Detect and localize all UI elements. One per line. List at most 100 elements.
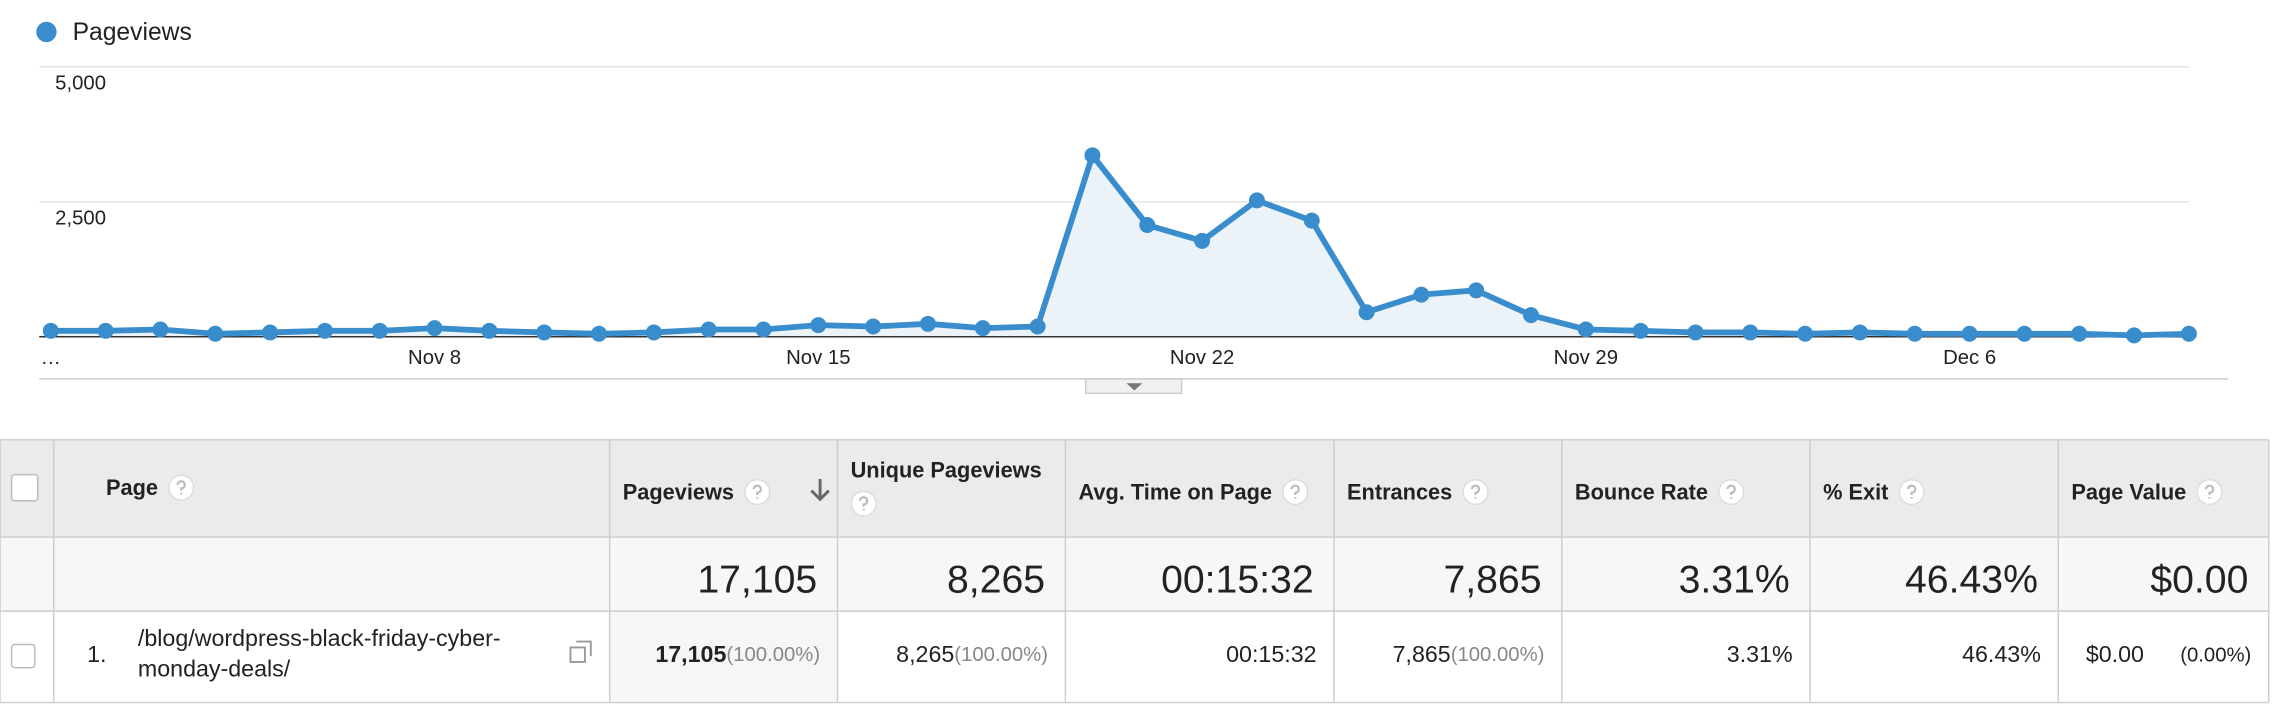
point[interactable]	[426, 320, 443, 337]
report-table: Page Pageviews Unique Pageviews Avg. Time o…	[0, 439, 2270, 704]
point[interactable]	[1523, 307, 1540, 324]
point[interactable]	[1358, 304, 1375, 321]
point[interactable]	[1961, 325, 1978, 342]
x-tick-label: Nov 29	[1554, 347, 1618, 369]
cell: 8,265(100.00%)	[896, 641, 1048, 667]
point[interactable]	[316, 322, 333, 339]
cell-value: 7,865	[1393, 641, 1451, 667]
total-value: 17,105	[697, 558, 817, 601]
point[interactable]	[1577, 321, 1594, 338]
row-checkbox[interactable]	[10, 643, 36, 669]
x-tick-label: …	[41, 347, 61, 369]
legend-label[interactable]: Pageviews	[73, 19, 192, 46]
point[interactable]	[2016, 325, 2033, 342]
point[interactable]	[1139, 217, 1156, 233]
point[interactable]	[1303, 212, 1320, 229]
point[interactable]	[755, 321, 772, 338]
point[interactable]	[1851, 324, 1868, 341]
legend-dot	[36, 21, 57, 43]
point[interactable]	[1084, 147, 1101, 164]
totals-bg	[0, 537, 2269, 612]
cell-value: 46.43%	[1962, 641, 2041, 667]
x-tick-label: Nov 15	[786, 347, 850, 369]
total-value: 46.43%	[1905, 558, 2038, 601]
y-tick-label: 5,000	[55, 73, 106, 95]
area	[50, 155, 2189, 337]
point[interactable]	[1797, 325, 1814, 342]
line	[50, 152, 2189, 339]
point[interactable]	[810, 317, 827, 334]
point[interactable]	[152, 321, 169, 338]
point[interactable]	[591, 325, 608, 342]
cell: 17,105(100.00%)	[655, 641, 820, 667]
sorted-cell-bg	[609, 611, 838, 703]
point[interactable]	[1248, 192, 1265, 209]
cell: 7,865(100.00%)	[1393, 641, 1545, 667]
point[interactable]	[974, 320, 991, 337]
cell-share: (100.00%)	[726, 644, 820, 666]
point[interactable]	[1906, 325, 1923, 342]
open-link-icon[interactable]	[569, 640, 592, 663]
help-glyph	[1470, 484, 1481, 499]
column-header[interactable]: Avg. Time on Page	[1078, 479, 1272, 504]
point[interactable]	[1194, 232, 1211, 249]
x-tick-label: Dec 6	[1943, 347, 1996, 369]
point[interactable]	[919, 315, 936, 332]
x-tick-label: Nov 8	[408, 347, 461, 369]
point[interactable]	[262, 324, 279, 341]
point[interactable]	[1687, 324, 1704, 341]
point[interactable]	[1413, 286, 1430, 303]
column-header[interactable]: % Exit	[1823, 479, 1888, 504]
help-glyph	[2204, 484, 2215, 499]
point[interactable]	[645, 324, 662, 341]
point[interactable]	[1029, 318, 1046, 335]
header-bg	[0, 439, 2269, 538]
select-all-checkbox[interactable]	[10, 473, 39, 502]
total-value: 8,265	[947, 558, 1045, 601]
cell: 00:15:32	[1226, 641, 1316, 667]
x-tick-label: Nov 22	[1170, 347, 1234, 369]
cell-value: 3.31%	[1727, 641, 1793, 667]
point[interactable]	[2071, 325, 2088, 342]
help-glyph	[1290, 484, 1300, 499]
column-header[interactable]: Bounce Rate	[1575, 479, 1708, 504]
column-header[interactable]: Unique Pageviews	[851, 458, 1042, 483]
cell: 3.31%	[1727, 641, 1793, 667]
point[interactable]	[371, 322, 388, 339]
page-path[interactable]: /blog/wordpress-black-friday-cyber-monda…	[137, 627, 501, 683]
point[interactable]	[700, 321, 717, 338]
point[interactable]	[1632, 322, 1649, 339]
column-header[interactable]: Pageviews	[623, 479, 734, 504]
point[interactable]	[536, 324, 553, 341]
point[interactable]	[97, 322, 114, 339]
cell-share: (0.00%)	[2180, 644, 2251, 666]
cell-value: 17,105	[655, 641, 726, 667]
point[interactable]	[2180, 325, 2197, 342]
column-header[interactable]: Entrances	[1347, 479, 1452, 504]
total-value: 3.31%	[1679, 558, 1790, 601]
point[interactable]	[2126, 327, 2143, 344]
help-glyph	[1726, 484, 1736, 499]
point[interactable]	[42, 322, 59, 339]
help-glyph	[858, 496, 869, 511]
row-bg	[0, 611, 2269, 703]
point[interactable]	[207, 325, 224, 342]
point[interactable]	[865, 318, 882, 335]
sort-arrow[interactable]	[810, 479, 830, 502]
cell-share: (100.00%)	[954, 644, 1048, 666]
point[interactable]	[1468, 282, 1485, 299]
point[interactable]	[1742, 324, 1759, 341]
row-index: 1.	[87, 641, 106, 667]
cell: 46.43%	[1962, 641, 2041, 667]
collapse-arrow	[1126, 383, 1143, 391]
point[interactable]	[481, 322, 498, 339]
y-tick-label: 2,500	[55, 208, 106, 230]
help-glyph	[1906, 484, 1917, 499]
column-header[interactable]: Page Value	[2071, 479, 2186, 504]
total-value: $0.00	[2150, 558, 2248, 601]
cell-value: 8,265	[896, 641, 954, 667]
cell-value: 00:15:32	[1226, 641, 1316, 667]
column-header[interactable]: Page	[106, 475, 158, 500]
total-value: 7,865	[1443, 558, 1541, 601]
